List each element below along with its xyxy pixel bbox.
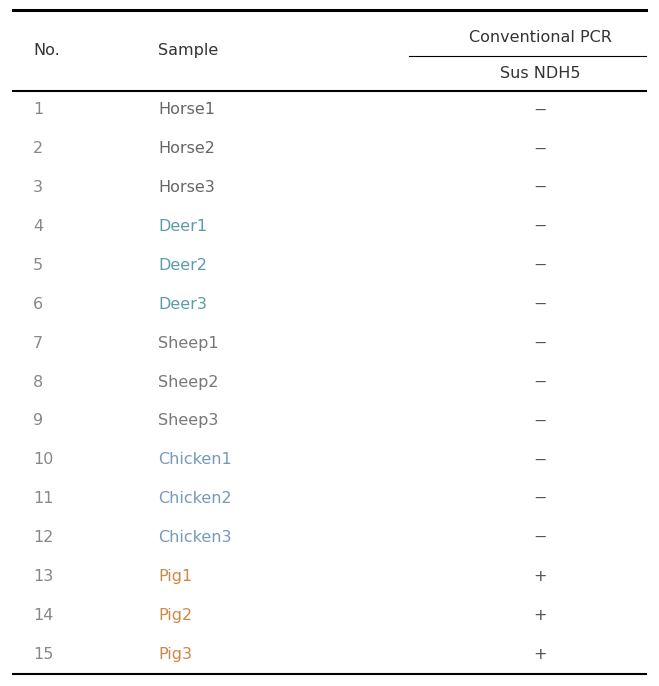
Text: 9: 9 (33, 414, 43, 429)
Text: −: − (534, 414, 547, 429)
Text: −: − (534, 102, 547, 117)
Text: Sus NDH5: Sus NDH5 (500, 66, 581, 81)
Text: 5: 5 (33, 258, 43, 273)
Text: Horse2: Horse2 (158, 141, 215, 156)
Text: Horse1: Horse1 (158, 102, 215, 117)
Text: −: − (534, 375, 547, 390)
Text: +: + (534, 608, 547, 623)
Text: Pig3: Pig3 (158, 647, 192, 662)
Text: Chicken3: Chicken3 (158, 530, 232, 545)
Text: Deer2: Deer2 (158, 258, 207, 273)
Text: −: − (534, 491, 547, 506)
Text: −: − (534, 219, 547, 234)
Text: −: − (534, 258, 547, 273)
Text: −: − (534, 297, 547, 312)
Text: 4: 4 (33, 219, 43, 234)
Text: Chicken1: Chicken1 (158, 452, 232, 467)
Text: Conventional PCR: Conventional PCR (469, 30, 612, 45)
Text: Sample: Sample (158, 43, 218, 58)
Text: 11: 11 (33, 491, 53, 506)
Text: 1: 1 (33, 102, 43, 117)
Text: Sheep3: Sheep3 (158, 414, 219, 429)
Text: Sheep2: Sheep2 (158, 375, 219, 390)
Text: 7: 7 (33, 335, 43, 351)
Text: 6: 6 (33, 297, 43, 312)
Text: 2: 2 (33, 141, 43, 156)
Text: Pig1: Pig1 (158, 569, 192, 584)
Text: 8: 8 (33, 375, 43, 390)
Text: 14: 14 (33, 608, 53, 623)
Text: 12: 12 (33, 530, 53, 545)
Text: Deer3: Deer3 (158, 297, 207, 312)
Text: Sheep1: Sheep1 (158, 335, 219, 351)
Text: −: − (534, 335, 547, 351)
Text: −: − (534, 530, 547, 545)
Text: Deer1: Deer1 (158, 219, 208, 234)
Text: 15: 15 (33, 647, 53, 662)
Text: +: + (534, 569, 547, 584)
Text: −: − (534, 141, 547, 156)
Text: Horse3: Horse3 (158, 180, 215, 196)
Text: No.: No. (33, 43, 60, 58)
Text: 3: 3 (33, 180, 43, 196)
Text: Pig2: Pig2 (158, 608, 192, 623)
Text: 10: 10 (33, 452, 53, 467)
Text: Chicken2: Chicken2 (158, 491, 232, 506)
Text: −: − (534, 180, 547, 196)
Text: −: − (534, 452, 547, 467)
Text: 13: 13 (33, 569, 53, 584)
Text: +: + (534, 647, 547, 662)
